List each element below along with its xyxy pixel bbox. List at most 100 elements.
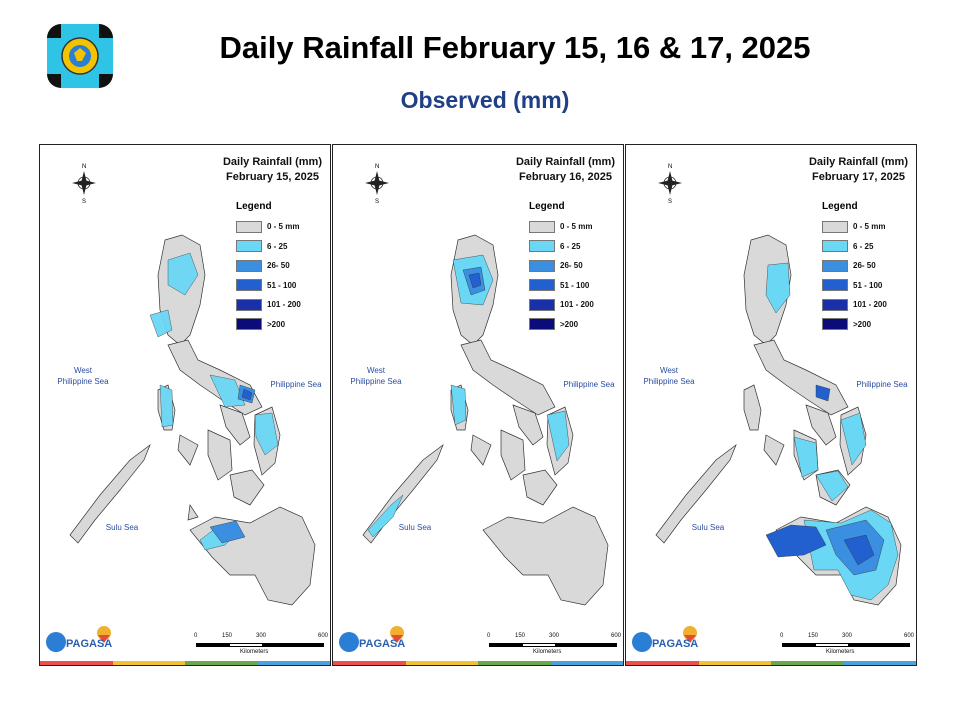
panel-title-line: Daily Rainfall (mm): [222, 156, 322, 168]
legend-item: >200: [236, 315, 326, 335]
pagasa-logo: PAGASA: [44, 625, 116, 655]
scale-bar: 0 150 300 600 Kilometers: [776, 633, 916, 661]
legend-label: 0 - 5 mm: [853, 222, 886, 232]
legend-label: >200: [267, 319, 286, 329]
legend-swatch: [822, 240, 848, 253]
philippines-rainfall-map: [362, 234, 609, 606]
sea-label-sulu: Sulu Sea: [691, 523, 725, 532]
legend-item: 26- 50: [529, 256, 619, 276]
legend-swatch: [236, 240, 262, 253]
compass-n: N: [375, 164, 379, 170]
panel-title: Daily Rainfall (mm) February 17, 2025: [809, 155, 908, 185]
legend-label: 101 - 200: [853, 300, 887, 310]
panel-date: February 17, 2025: [812, 171, 905, 183]
legend-swatch: [529, 318, 555, 331]
scale-segment: [523, 644, 555, 646]
scale-bar: 0 150 300 600 Kilometers: [483, 633, 623, 661]
scale-tick: 600: [904, 633, 915, 639]
legend-label: 101 - 200: [560, 300, 594, 310]
scale-tick: 300: [842, 633, 853, 639]
page-subtitle: Observed (mm): [400, 87, 570, 113]
scale-bar: 0 150 300 600 Kilometers: [190, 633, 330, 661]
legend-title: Legend: [236, 201, 272, 212]
legend-title: Legend: [529, 201, 565, 212]
scale-tick: 0: [780, 633, 784, 639]
color-stripe: [333, 661, 623, 665]
legend-label: 6 - 25: [267, 241, 288, 251]
compass-rose: N S: [361, 161, 393, 210]
legend-item: 51 - 100: [822, 276, 912, 296]
legend-item: 51 - 100: [529, 276, 619, 296]
legend: Legend 0 - 5 mm 6 - 25 26- 50 51 - 100 1…: [529, 201, 619, 334]
scale-tick: 150: [808, 633, 819, 639]
legend-swatch: [822, 259, 848, 272]
legend-swatch: [529, 279, 555, 292]
legend-swatch: [236, 279, 262, 292]
compass-s: S: [668, 199, 672, 205]
legend-item: 6 - 25: [236, 237, 326, 257]
compass-rose: N S: [68, 161, 100, 210]
pagasa-logo: PAGASA: [630, 625, 702, 655]
legend-swatch: [822, 220, 848, 233]
legend-label: >200: [853, 319, 872, 329]
philippines-rainfall-map: [655, 234, 902, 606]
scale-tick: 150: [222, 633, 233, 639]
legend-swatch: [822, 298, 848, 311]
sea-label-east: Philippine Sea: [856, 380, 908, 389]
map-panel-feb-16: N S Daily Rainfall (mm) February 16, 202…: [332, 144, 624, 666]
sea-label-sulu: Sulu Sea: [105, 523, 139, 532]
legend-swatch: [529, 240, 555, 253]
legend-swatch: [236, 318, 262, 331]
pagasa-text: PAGASA: [359, 638, 405, 650]
sea-label-east: Philippine Sea: [270, 380, 322, 389]
scale-unit: Kilometers: [240, 649, 269, 655]
panel-title: Daily Rainfall (mm) February 15, 2025: [223, 155, 322, 185]
legend-item: >200: [822, 315, 912, 335]
sea-label-west: West Philippine Sea: [350, 366, 402, 386]
legend-title: Legend: [822, 201, 858, 212]
compass-n: N: [82, 164, 86, 170]
panel-date: February 15, 2025: [226, 171, 319, 183]
legend-label: 26- 50: [853, 261, 876, 271]
color-stripe: [626, 661, 916, 665]
scale-tick: 0: [194, 633, 198, 639]
legend-item: 0 - 5 mm: [236, 217, 326, 237]
legend: Legend 0 - 5 mm 6 - 25 26- 50 51 - 100 1…: [822, 201, 912, 334]
panel-title-line: Daily Rainfall (mm): [515, 156, 615, 168]
legend-item: 26- 50: [236, 256, 326, 276]
scale-tick: 150: [515, 633, 526, 639]
legend-item: 0 - 5 mm: [822, 217, 912, 237]
legend-swatch: [529, 220, 555, 233]
legend-swatch: [529, 259, 555, 272]
legend-swatch: [236, 259, 262, 272]
panel-date: February 16, 2025: [519, 171, 612, 183]
scale-segment: [230, 644, 262, 646]
legend-label: 101 - 200: [267, 300, 301, 310]
legend-label: 26- 50: [560, 261, 583, 271]
compass-s: S: [375, 199, 379, 205]
legend-label: 51 - 100: [853, 280, 883, 290]
color-stripe: [40, 661, 330, 665]
sea-label-west: West Philippine Sea: [57, 366, 109, 386]
sea-label-sulu: Sulu Sea: [398, 523, 432, 532]
legend-label: 51 - 100: [560, 280, 590, 290]
legend-item: 101 - 200: [236, 295, 326, 315]
legend-label: 0 - 5 mm: [560, 222, 593, 232]
scale-tick: 300: [549, 633, 560, 639]
legend-swatch: [236, 298, 262, 311]
pagasa-text: PAGASA: [66, 638, 112, 650]
compass-s: S: [82, 199, 86, 205]
compass-rose: N S: [654, 161, 686, 210]
legend-item: 6 - 25: [822, 237, 912, 257]
legend-label: 51 - 100: [267, 280, 297, 290]
sea-label-east: Philippine Sea: [563, 380, 615, 389]
scale-segment: [816, 644, 848, 646]
legend-label: 6 - 25: [560, 241, 581, 251]
scale-tick: 0: [487, 633, 491, 639]
legend-label: 6 - 25: [853, 241, 874, 251]
legend-item: >200: [529, 315, 619, 335]
philippines-rainfall-map: [69, 234, 316, 606]
map-panel-feb-17: N S Daily Rainfall (mm) February 17, 202…: [625, 144, 917, 666]
legend-item: 101 - 200: [822, 295, 912, 315]
dost-pagasa-logo: [46, 23, 114, 89]
